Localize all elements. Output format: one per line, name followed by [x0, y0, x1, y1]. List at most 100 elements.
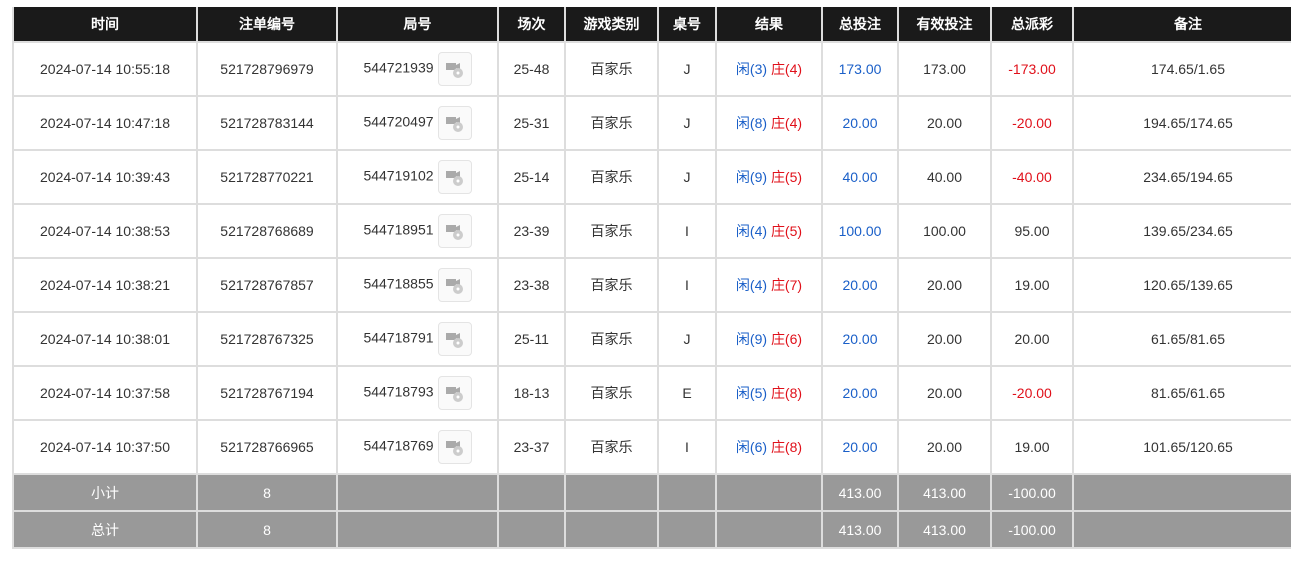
total-bet-cell: 40.00 — [821, 149, 899, 205]
banker-result: 庄(7) — [770, 277, 803, 293]
round-number: 544718769 — [363, 437, 434, 454]
column-header: 游戏类别 — [564, 7, 659, 43]
time-cell: 2024-07-14 10:38:53 — [12, 203, 198, 259]
valid-bet-cell: 100.00 — [897, 203, 992, 259]
bet-id-cell: 521728767857 — [196, 257, 338, 313]
round-number: 544718791 — [363, 329, 434, 346]
game-cell: 百家乐 — [564, 311, 659, 367]
summary-valid-bet: 413.00 — [897, 510, 992, 549]
session-cell: 23-38 — [497, 257, 566, 313]
note-cell: 101.65/120.65 — [1072, 419, 1291, 475]
valid-bet-cell: 40.00 — [897, 149, 992, 205]
round-cell: 544718855 — [336, 257, 499, 313]
video-replay-icon[interactable] — [437, 322, 472, 356]
video-replay-icon[interactable] — [437, 160, 472, 194]
result-cell: 闲(4) 庄(7) — [715, 257, 823, 313]
player-result: 闲(3) — [735, 61, 768, 77]
game-cell: 百家乐 — [564, 41, 659, 97]
summary-payout: -100.00 — [990, 510, 1074, 549]
table-cell: I — [657, 203, 717, 259]
time-cell: 2024-07-14 10:39:43 — [12, 149, 198, 205]
column-header: 场次 — [497, 7, 566, 43]
game-cell: 百家乐 — [564, 419, 659, 475]
time-cell: 2024-07-14 10:55:18 — [12, 41, 198, 97]
session-cell: 25-14 — [497, 149, 566, 205]
table-row: 2024-07-14 10:37:50 521728766965 5447187… — [12, 419, 1291, 475]
player-result: 闲(9) — [735, 169, 768, 185]
round-cell: 544719102 — [336, 149, 499, 205]
round-number: 544719102 — [363, 167, 434, 184]
time-cell: 2024-07-14 10:37:50 — [12, 419, 198, 475]
total-bet-cell: 20.00 — [821, 257, 899, 313]
table-row: 2024-07-14 10:38:21 521728767857 5447188… — [12, 257, 1291, 313]
round-cell: 544720497 — [336, 95, 499, 151]
table-row: 2024-07-14 10:38:01 521728767325 5447187… — [12, 311, 1291, 367]
session-cell: 23-37 — [497, 419, 566, 475]
video-replay-icon[interactable] — [437, 430, 472, 464]
result-cell: 闲(9) 庄(6) — [715, 311, 823, 367]
round-number: 544721939 — [363, 59, 434, 76]
round-number: 544718855 — [363, 275, 434, 292]
round-cell: 544718769 — [336, 419, 499, 475]
video-replay-icon[interactable] — [437, 376, 472, 410]
round-number: 544718951 — [363, 221, 434, 238]
valid-bet-cell: 20.00 — [897, 365, 992, 421]
note-cell: 234.65/194.65 — [1072, 149, 1291, 205]
column-header: 有效投注 — [897, 7, 992, 43]
note-cell: 61.65/81.65 — [1072, 311, 1291, 367]
table-cell: I — [657, 419, 717, 475]
result-cell: 闲(4) 庄(5) — [715, 203, 823, 259]
result-cell: 闲(5) 庄(8) — [715, 365, 823, 421]
payout-cell: 19.00 — [990, 419, 1074, 475]
game-cell: 百家乐 — [564, 149, 659, 205]
round-number: 544718793 — [363, 383, 434, 400]
total-bet-cell: 100.00 — [821, 203, 899, 259]
game-cell: 百家乐 — [564, 257, 659, 313]
valid-bet-cell: 20.00 — [897, 419, 992, 475]
valid-bet-cell: 173.00 — [897, 41, 992, 97]
table-row: 2024-07-14 10:55:18 521728796979 5447219… — [12, 41, 1291, 97]
table-cell: I — [657, 257, 717, 313]
player-result: 闲(5) — [735, 385, 768, 401]
total-bet-cell: 20.00 — [821, 419, 899, 475]
banker-result: 庄(4) — [770, 61, 803, 77]
round-number: 544720497 — [363, 113, 434, 130]
column-header: 时间 — [12, 7, 198, 43]
video-replay-icon[interactable] — [437, 52, 472, 86]
player-result: 闲(6) — [735, 439, 768, 455]
total-bet-cell: 20.00 — [821, 311, 899, 367]
column-header: 结果 — [715, 7, 823, 43]
column-header: 局号 — [336, 7, 499, 43]
column-header: 桌号 — [657, 7, 717, 43]
banker-result: 庄(6) — [770, 331, 803, 347]
summary-count: 8 — [196, 473, 338, 512]
column-header: 注单编号 — [196, 7, 338, 43]
game-cell: 百家乐 — [564, 203, 659, 259]
banker-result: 庄(8) — [770, 385, 803, 401]
column-header: 备注 — [1072, 7, 1291, 43]
table-header: 时间 注单编号 局号 场次 游戏类别 桌号 结果 总投注 有效投注 总派彩 备注 — [12, 7, 1291, 43]
bet-records-table: 时间 注单编号 局号 场次 游戏类别 桌号 结果 总投注 有效投注 总派彩 备注 2024-07-1… — [12, 7, 1291, 549]
table-row: 2024-07-14 10:39:43 521728770221 5447191… — [12, 149, 1291, 205]
table-cell: E — [657, 365, 717, 421]
video-replay-icon[interactable] — [437, 106, 472, 140]
bet-id-cell: 521728768689 — [196, 203, 338, 259]
player-result: 闲(4) — [735, 277, 768, 293]
summary-payout: -100.00 — [990, 473, 1074, 512]
bet-id-cell: 521728770221 — [196, 149, 338, 205]
payout-cell: -173.00 — [990, 41, 1074, 97]
payout-cell: 95.00 — [990, 203, 1074, 259]
summary-row: 总计 8 413.00 413.00 -100.00 — [12, 510, 1291, 549]
round-cell: 544718791 — [336, 311, 499, 367]
bet-id-cell: 521728796979 — [196, 41, 338, 97]
banker-result: 庄(4) — [770, 115, 803, 131]
time-cell: 2024-07-14 10:38:21 — [12, 257, 198, 313]
table-cell: J — [657, 95, 717, 151]
table-row: 2024-07-14 10:38:53 521728768689 5447189… — [12, 203, 1291, 259]
total-bet-cell: 173.00 — [821, 41, 899, 97]
game-cell: 百家乐 — [564, 365, 659, 421]
note-cell: 139.65/234.65 — [1072, 203, 1291, 259]
video-replay-icon[interactable] — [437, 214, 472, 248]
round-cell: 544721939 — [336, 41, 499, 97]
video-replay-icon[interactable] — [437, 268, 472, 302]
